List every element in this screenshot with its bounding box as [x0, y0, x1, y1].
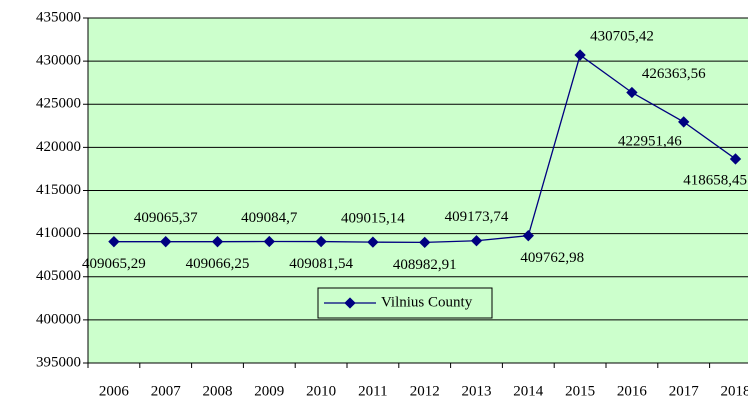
marker: [522, 230, 534, 242]
x-tick-label: 2013: [462, 383, 492, 399]
legend-label: Vilnius County: [381, 294, 473, 310]
x-tick-label: 2008: [203, 383, 233, 399]
marker: [729, 153, 742, 165]
x-tick-label: 2009: [254, 383, 284, 399]
data-label: 430705,42: [590, 28, 654, 44]
x-tick-label: 2012: [410, 383, 440, 399]
marker: [160, 236, 172, 248]
y-tick-label: 395000: [36, 354, 81, 370]
data-label: 408982,91: [393, 257, 457, 273]
data-label: 409066,25: [186, 256, 250, 272]
marker: [574, 49, 586, 61]
y-tick-label: 405000: [36, 268, 81, 284]
y-tick-label: 400000: [36, 311, 81, 327]
x-tick-label: 2015: [565, 383, 595, 399]
y-tick-label: 415000: [36, 182, 81, 198]
x-tick-label: 2017: [669, 383, 700, 399]
x-tick-label: 2018: [721, 383, 748, 399]
x-tick-label: 2016: [617, 383, 648, 399]
data-label: 409762,98: [520, 250, 584, 266]
y-tick-label: 430000: [36, 53, 81, 69]
data-label: 426363,56: [642, 66, 706, 82]
data-label: 409081,54: [289, 256, 353, 272]
x-tick-label: 2007: [151, 383, 182, 399]
data-label: 409065,29: [82, 256, 146, 272]
data-label: 409084,7: [241, 210, 298, 226]
marker: [419, 236, 431, 249]
y-tick-label: 435000: [36, 9, 81, 25]
x-tick-label: 2014: [513, 383, 544, 399]
y-tick-label: 425000: [36, 96, 81, 112]
marker: [315, 235, 327, 248]
data-label: 409173,74: [445, 209, 509, 225]
marker: [470, 235, 483, 247]
data-label: 422951,46: [618, 133, 682, 149]
y-tick-label: 410000: [36, 225, 81, 241]
marker: [211, 236, 224, 248]
legend-marker: [344, 297, 356, 309]
marker: [367, 236, 379, 248]
x-tick-label: 2011: [358, 383, 387, 399]
x-tick-label: 2010: [306, 383, 336, 399]
y-tick-label: 420000: [36, 139, 81, 155]
data-label: 409015,14: [341, 211, 405, 227]
data-label: 418658,45: [683, 172, 747, 188]
x-tick-label: 2006: [99, 383, 130, 399]
data-label: 409065,37: [134, 210, 198, 226]
